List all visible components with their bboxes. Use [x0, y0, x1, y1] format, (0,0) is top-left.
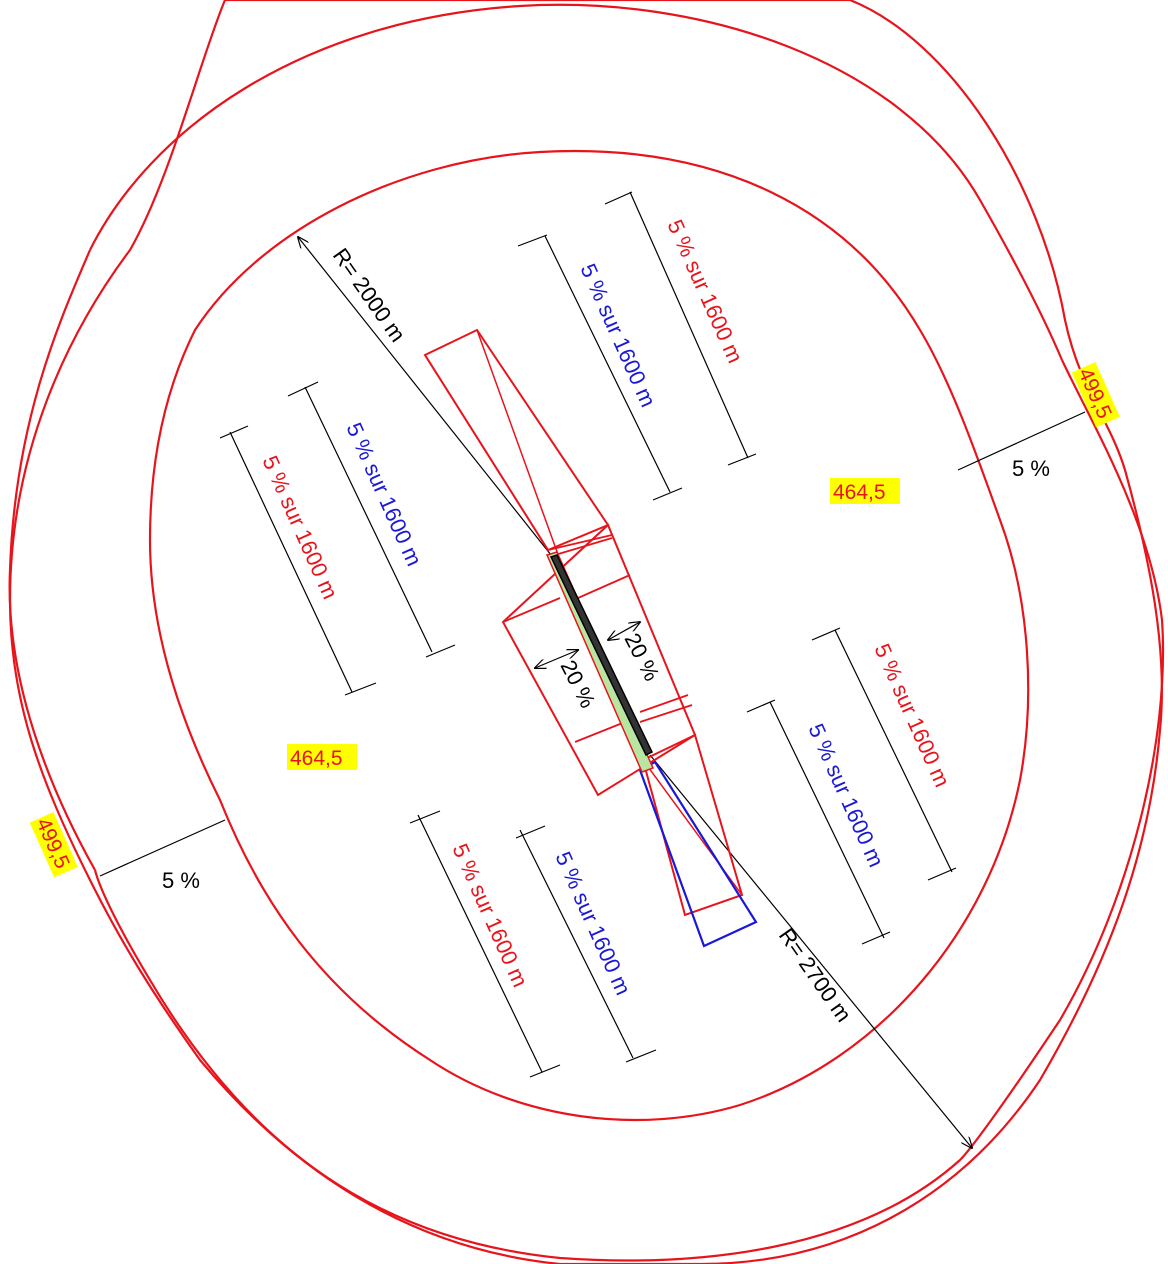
transitional-line-3 [577, 574, 631, 599]
transition-dim-left [535, 650, 578, 668]
runway [549, 554, 653, 757]
slope-label-blue-left: 5 % sur 1600 m [341, 419, 427, 570]
elevation-highlight-outer-left [29, 812, 78, 878]
radius-line-outer [649, 754, 972, 1148]
transition-dim-right [608, 622, 640, 640]
slope-bracket-blue-upper-right [517, 234, 683, 501]
elevation-highlight-inner-right [830, 478, 900, 504]
slope-label-red-lower-right: 5 % sur 1600 m [869, 640, 955, 791]
outer-conical-top [89, 3, 1064, 361]
slope-bracket-blue-bottom [515, 825, 657, 1063]
outer-conical-right [959, 359, 1165, 1161]
approach-surface-upper-diag2 [476, 329, 561, 561]
slope-bracket-red-lower-right [811, 627, 957, 881]
transitional-line-6 [639, 704, 693, 723]
radius-label-inner: R= 2000 m [328, 244, 411, 347]
conical-dimension-left [99, 819, 226, 877]
slope-bracket-red-left [219, 425, 377, 696]
outer-conical-bottom [93, 869, 961, 1262]
runway-strip [545, 551, 655, 773]
transitional-surface-block [501, 523, 697, 797]
transitional-line-1 [547, 534, 613, 551]
transition-slope-label-left: 20 % [556, 656, 601, 712]
takeoff-climb-surface [638, 760, 758, 948]
transitional-line-7 [554, 537, 613, 556]
slope-bracket-red-bottom [409, 810, 561, 1078]
radius-label-outer: R= 2700 m [774, 924, 857, 1027]
slope-label-blue-lower-right: 5 % sur 1600 m [803, 720, 889, 871]
elevation-highlight-inner-left [287, 744, 357, 770]
slope-label-blue-bottom: 5 % sur 1600 m [550, 848, 636, 999]
approach-surface-upper-diag [424, 354, 549, 551]
elevation-label-inner-right: 464,5 [833, 481, 886, 504]
transitional-line-5 [639, 694, 689, 713]
slope-bracket-red-upper-right [604, 191, 757, 466]
conical-slope-label-left: 5 % [162, 868, 200, 893]
elevation-highlight-outer-right [1071, 362, 1120, 428]
slope-bracket-blue-lower-right [746, 699, 891, 945]
slope-bracket-blue-left [287, 381, 456, 658]
slope-label-red-upper-right: 5 % sur 1600 m [662, 216, 748, 367]
conical-dimension-right [957, 411, 1086, 471]
transition-slope-label-right: 20 % [620, 629, 665, 685]
elevation-label-outer-right: 499,5 [1073, 365, 1115, 422]
approach-surface-lower [641, 733, 744, 917]
outer-conical-left [8, 249, 96, 871]
slope-label-blue-upper-right: 5 % sur 1600 m [575, 260, 661, 411]
transitional-line-2 [502, 597, 561, 623]
elevation-label-outer-left: 499,5 [31, 815, 73, 872]
radius-line-inner [298, 237, 556, 561]
conical-slope-label-right: 5 % [1012, 456, 1050, 481]
slope-label-red-bottom: 5 % sur 1600 m [447, 840, 533, 991]
inner-horizontal-limit [148, 150, 1030, 1122]
slope-label-red-left: 5 % sur 1600 m [257, 452, 343, 603]
elevation-label-inner-left: 464,5 [290, 747, 343, 770]
